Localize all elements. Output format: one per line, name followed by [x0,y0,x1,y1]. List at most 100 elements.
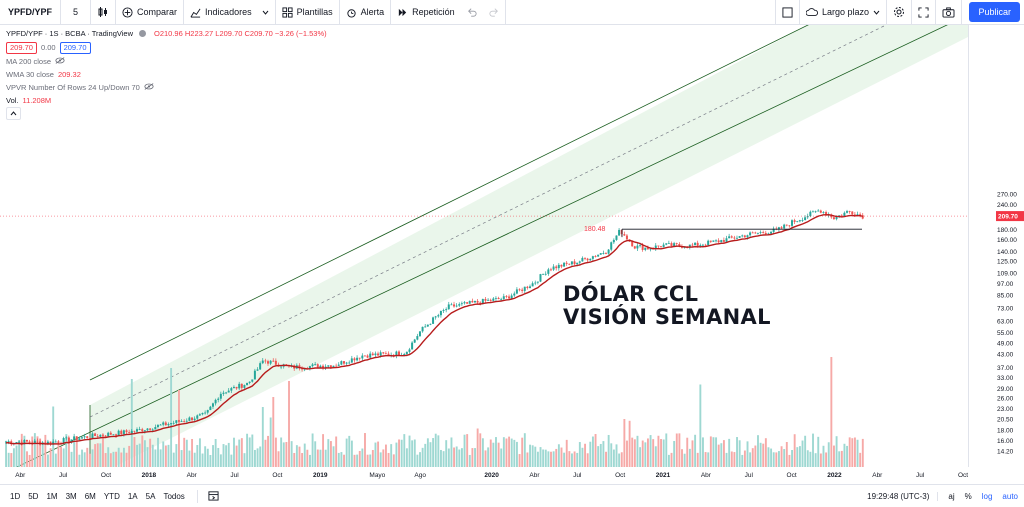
volume-bar [754,445,757,467]
volume-bar [12,448,15,467]
vpvr-label[interactable]: VPVR Number Of Rows 24 Up/Down 70 [6,83,140,92]
publish-button[interactable]: Publicar [969,2,1020,22]
volume-bar [424,443,427,467]
volume-bar [366,454,369,467]
symbol-search-button[interactable]: YPFD/YPF [0,0,62,24]
snapshot-button[interactable] [936,0,962,24]
candle-body [125,430,128,433]
volume-bar [547,451,550,467]
range-all-button[interactable]: Todos [163,491,185,501]
candle-body [660,246,662,248]
chart-pane[interactable]: 180.48 [0,14,969,479]
volume-bar [605,451,607,467]
goto-date-button[interactable] [196,489,223,503]
indicators-button[interactable]: Indicadores [184,0,276,24]
wma30-label[interactable]: WMA 30 close [6,70,54,79]
volume-bar [248,437,251,467]
price-scale[interactable]: 270.00240.00210.00180.00160.00140.00125.… [969,25,1024,467]
log-toggle[interactable]: log [981,491,993,501]
volume-bar [332,446,335,467]
volume-bar [654,446,657,467]
candle-body [822,212,825,213]
eye-off-icon[interactable] [144,83,154,92]
alert-button[interactable]: Alerta [340,0,392,24]
compare-button[interactable]: Comparar [116,0,185,24]
replay-button[interactable]: Repetición [391,0,461,24]
range-1m-button[interactable]: 1M [46,491,58,501]
market-status-dot [139,30,146,37]
range-1y-button[interactable]: 1A [127,491,138,501]
volume-bar [212,445,214,467]
redo-button[interactable] [483,0,506,24]
candle-body [720,240,723,243]
clock-timezone[interactable]: 19:29:48 (UTC-3) [867,491,939,501]
chevron-down-icon [262,10,269,15]
candle-body [387,353,390,356]
candle-body [594,256,597,258]
candle-body [544,273,547,275]
candle-body [128,432,131,434]
volume-bar [830,357,833,467]
range-5d-button[interactable]: 5D [28,491,39,501]
adjust-toggle[interactable]: aj [948,491,955,501]
bid-badge[interactable]: 209.70 [6,41,37,54]
volume-bar [607,434,610,467]
volume-bar [610,443,613,467]
collapse-legend-button[interactable] [6,107,21,120]
ask-badge[interactable]: 209.70 [59,41,91,54]
range-ytd-button[interactable]: YTD [103,491,120,501]
bottom-toolbar: 1D 5D 1M 3M 6M YTD 1A 5A Todos 19:29:48 … [0,484,1024,507]
time-scale[interactable]: Abr Jul Oct 2018 Abr Jul Oct 2019 Mayo Ago 2020 Abr… [0,467,968,484]
chart-text-annotation[interactable]: DÓLAR CCL VISIÓN SEMANAL [563,283,771,329]
auto-toggle[interactable]: auto [1002,491,1018,501]
volume-bar [801,440,804,467]
price-chart[interactable]: 180.48 [0,14,969,479]
layout-name-button[interactable]: Largo plazo [800,0,887,24]
range-5y-button[interactable]: 5A [145,491,156,501]
current-price-badge [996,211,1024,222]
candle-body [487,299,490,301]
range-1d-button[interactable]: 1D [10,491,21,501]
candle-body [432,317,435,324]
range-6m-button[interactable]: 6M [84,491,96,501]
templates-button[interactable]: Plantillas [276,0,340,24]
volume-bar [20,433,23,467]
fullscreen-button[interactable] [912,0,936,24]
channel-upper-line [89,23,811,381]
volume-bar [571,453,573,467]
layout-select-button[interactable] [774,0,800,24]
legend-title[interactable]: YPFD/YPF · 1S · BCBA · TradingView [6,29,133,38]
chart-type-button[interactable] [91,0,117,24]
volume-label[interactable]: Vol. [6,96,19,105]
volume-bar [479,433,482,467]
range-3m-button[interactable]: 3M [65,491,77,501]
volume-bar [233,437,235,467]
volume-bar [335,436,338,467]
volume-bar [128,445,131,467]
interval-button[interactable]: 5 [61,0,92,24]
price-tick-label: 140.00 [997,249,1017,256]
undo-button[interactable] [461,0,483,24]
volume-bar [825,452,828,467]
candle-body [253,370,256,380]
settings-button[interactable] [887,0,912,24]
candle-body [183,421,186,422]
volume-bar [707,452,710,467]
volume-bar [60,446,63,467]
volume-bar [81,449,83,467]
volume-bar [157,437,159,467]
eye-off-icon[interactable] [55,57,65,66]
candle-body [678,243,681,247]
volume-bar [822,445,825,467]
volume-bar [521,437,524,467]
candle-body [112,434,115,436]
percent-toggle[interactable]: % [964,491,972,501]
volume-bar [348,435,351,467]
redo-icon [489,7,499,17]
candle-body [751,232,754,234]
volume-bar [306,449,309,467]
candle-body [337,364,340,366]
candle-body [851,211,854,215]
ma200-label[interactable]: MA 200 close [6,57,52,66]
candle-body [675,243,678,244]
